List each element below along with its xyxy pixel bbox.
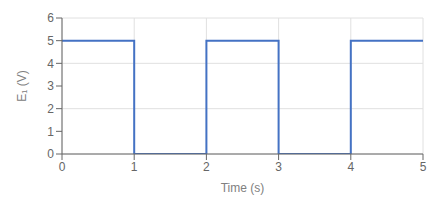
svg-text:4: 4 xyxy=(347,160,354,174)
svg-text:1: 1 xyxy=(47,125,54,139)
svg-text:3: 3 xyxy=(275,160,282,174)
svg-text:Time (s): Time (s) xyxy=(221,181,265,195)
svg-text:2: 2 xyxy=(203,160,210,174)
svg-text:6: 6 xyxy=(47,11,54,25)
svg-text:3: 3 xyxy=(47,79,54,93)
svg-text:2: 2 xyxy=(47,102,54,116)
svg-text:5: 5 xyxy=(420,160,427,174)
svg-text:0: 0 xyxy=(47,147,54,161)
svg-text:0: 0 xyxy=(59,160,66,174)
svg-text:E₁ (V): E₁ (V) xyxy=(15,70,29,101)
svg-text:5: 5 xyxy=(47,34,54,48)
svg-text:4: 4 xyxy=(47,57,54,71)
svg-text:1: 1 xyxy=(131,160,138,174)
